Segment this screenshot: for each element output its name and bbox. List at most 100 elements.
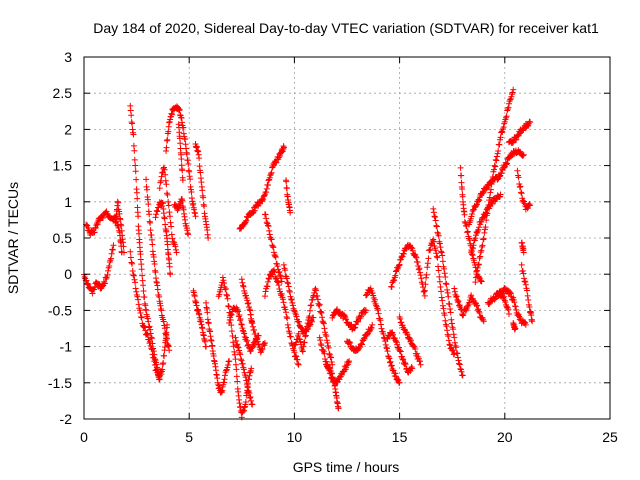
- data-point: [503, 161, 510, 168]
- y-tick-label: -1: [60, 339, 73, 355]
- data-point: [443, 323, 450, 330]
- data-point: [432, 213, 439, 220]
- data-point: [453, 294, 460, 301]
- data-point: [489, 173, 496, 180]
- data-point: [338, 371, 345, 378]
- data-point: [240, 327, 247, 334]
- data-point: [292, 352, 299, 359]
- data-point: [147, 219, 154, 226]
- data-point: [99, 283, 106, 290]
- data-point: [512, 325, 519, 332]
- data-point: [152, 214, 159, 221]
- data-point: [299, 348, 306, 355]
- data-point: [500, 124, 507, 131]
- y-tick-label: -0.5: [48, 302, 72, 318]
- data-point: [264, 283, 271, 290]
- data-point: [475, 226, 482, 233]
- data-point: [293, 353, 300, 360]
- data-point: [228, 328, 235, 335]
- data-point: [251, 207, 258, 214]
- data-point: [155, 372, 162, 379]
- data-point: [179, 177, 186, 184]
- data-point: [219, 274, 226, 281]
- data-point: [153, 207, 160, 214]
- data-point: [155, 204, 162, 211]
- data-point: [370, 292, 377, 299]
- data-point: [288, 296, 295, 303]
- data-point: [487, 189, 494, 196]
- y-tick-label: 1.5: [53, 158, 73, 174]
- data-point: [462, 220, 469, 227]
- data-point: [441, 270, 448, 277]
- data-point: [222, 285, 229, 292]
- data-point: [451, 334, 458, 341]
- data-point: [261, 293, 268, 300]
- data-point: [436, 240, 443, 247]
- data-point: [295, 360, 302, 367]
- data-point: [525, 296, 532, 303]
- data-point: [246, 306, 253, 313]
- data-point: [94, 221, 101, 228]
- data-point: [224, 361, 231, 368]
- data-point: [480, 189, 487, 196]
- data-point: [335, 405, 342, 412]
- data-point: [513, 306, 520, 313]
- data-point: [197, 169, 204, 176]
- data-point: [187, 176, 194, 183]
- data-point: [144, 315, 151, 322]
- data-point: [233, 366, 240, 373]
- data-point: [480, 235, 487, 242]
- data-point: [341, 312, 348, 319]
- data-point: [435, 232, 442, 239]
- data-point: [483, 209, 490, 216]
- data-point: [477, 253, 484, 260]
- data-point: [176, 106, 183, 113]
- data-point: [236, 347, 243, 354]
- data-point: [480, 318, 487, 325]
- data-point: [433, 222, 440, 229]
- data-point: [506, 100, 513, 107]
- data-point: [172, 243, 179, 250]
- data-point: [327, 364, 334, 371]
- data-point: [316, 302, 323, 309]
- data-point: [507, 290, 514, 297]
- data-point: [397, 348, 404, 355]
- data-point: [507, 289, 514, 296]
- data-point: [487, 186, 494, 193]
- data-point: [268, 236, 275, 243]
- data-point: [118, 222, 125, 229]
- data-point: [244, 297, 251, 304]
- data-point: [452, 342, 459, 349]
- data-point: [421, 292, 428, 299]
- data-point: [278, 290, 285, 297]
- data-point: [520, 249, 527, 256]
- data-point: [178, 156, 185, 163]
- y-tick-label: -1.5: [48, 375, 72, 391]
- data-point: [445, 337, 452, 344]
- data-point: [380, 334, 387, 341]
- data-point: [328, 370, 335, 377]
- data-point: [232, 356, 239, 363]
- data-point: [225, 302, 232, 309]
- data-point: [141, 294, 148, 301]
- data-point: [499, 129, 506, 136]
- data-point: [522, 321, 529, 328]
- data-point: [504, 106, 511, 113]
- data-point: [188, 189, 195, 196]
- data-point: [451, 339, 458, 346]
- data-point: [447, 305, 454, 312]
- data-point: [450, 326, 457, 333]
- data-point: [148, 335, 155, 342]
- data-point: [318, 342, 325, 349]
- data-point: [308, 302, 315, 309]
- data-point: [166, 209, 173, 216]
- data-point: [146, 340, 153, 347]
- data-point: [409, 245, 416, 252]
- data-point: [319, 314, 326, 321]
- data-point: [447, 342, 454, 349]
- data-point: [402, 360, 409, 367]
- y-tick-label: 3: [64, 49, 72, 65]
- data-point: [366, 328, 373, 335]
- data-point: [324, 339, 331, 346]
- data-point: [414, 259, 421, 266]
